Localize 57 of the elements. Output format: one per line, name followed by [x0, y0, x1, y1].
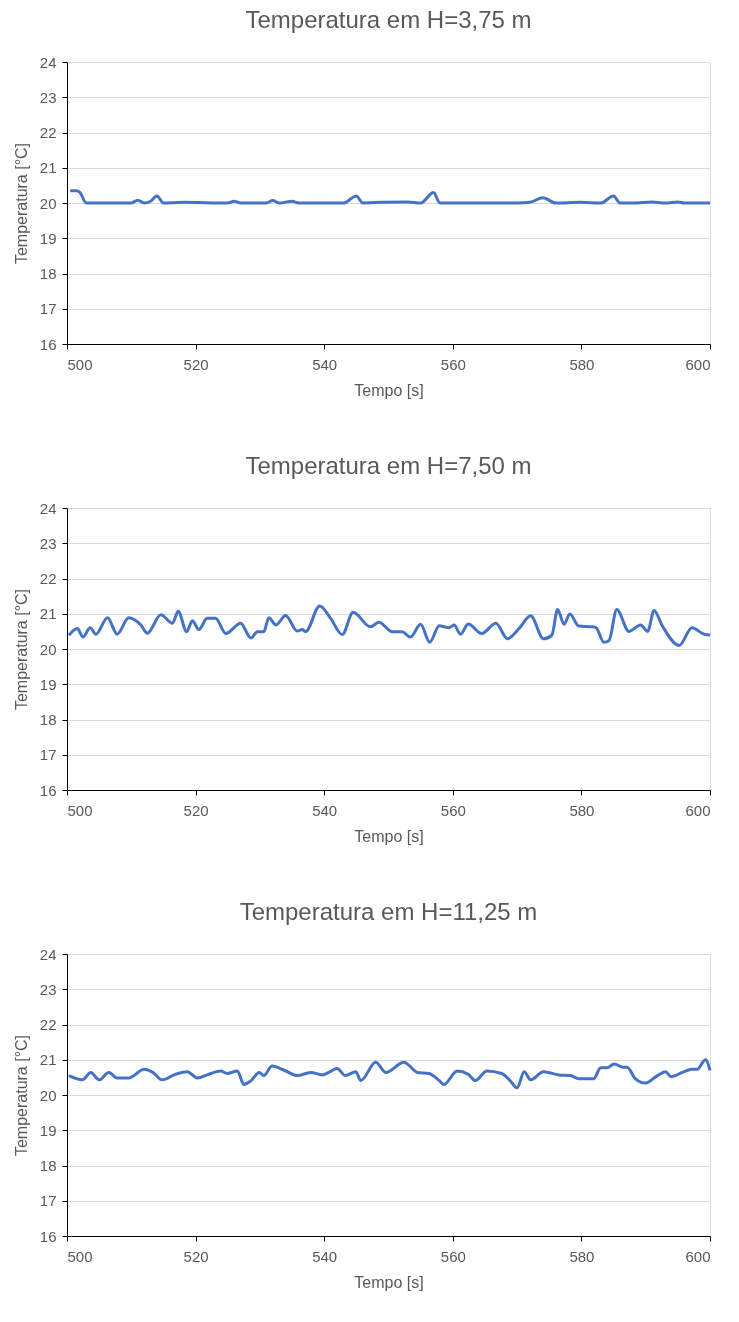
x-tick-label: 580 — [569, 1247, 595, 1265]
y-tick-label: 16 — [39, 781, 57, 799]
y-tick-label: 21 — [39, 159, 57, 177]
x-tick-label: 560 — [440, 1247, 466, 1265]
x-tick-label: 500 — [67, 355, 93, 373]
x-axis-title: Tempo [s] — [354, 381, 424, 399]
x-axis-title: Tempo [s] — [354, 827, 424, 845]
y-tick-label: 21 — [39, 1051, 57, 1069]
x-axis-title: Tempo [s] — [354, 1273, 424, 1291]
x-tick-label: 500 — [67, 1247, 93, 1265]
y-tick-label: 18 — [39, 265, 57, 282]
x-tick-label: 560 — [440, 801, 466, 819]
y-tick-label: 19 — [39, 1121, 57, 1139]
y-axis-title: Temperatura [°C] — [12, 588, 30, 711]
x-tick-label: 500 — [67, 801, 93, 819]
x-tick-label: 540 — [312, 1247, 338, 1265]
chart-title: Temperatura em H=3,75 m — [245, 6, 532, 33]
y-tick-label: 24 — [39, 499, 57, 517]
y-tick-label: 17 — [39, 746, 57, 764]
y-tick-label: 17 — [39, 300, 57, 318]
y-tick-label: 19 — [39, 229, 57, 247]
line-series — [68, 189, 712, 205]
x-tick-label: 580 — [569, 801, 595, 819]
x-tick-label: 520 — [183, 1247, 209, 1265]
y-tick-label: 21 — [39, 605, 57, 623]
y-tick-label: 16 — [39, 335, 57, 353]
y-axis-title: Temperatura [°C] — [12, 1034, 30, 1157]
x-tick-label: 580 — [569, 355, 595, 373]
x-tick-label: 520 — [183, 801, 209, 819]
x-tick-label: 600 — [685, 355, 711, 373]
x-tick-label: 600 — [685, 801, 711, 819]
y-tick-label: 18 — [39, 711, 57, 728]
y-tick-label: 22 — [39, 570, 57, 587]
y-tick-label: 23 — [39, 534, 57, 552]
y-axis-title: Temperatura [°C] — [12, 142, 30, 265]
y-tick-label: 23 — [39, 88, 57, 106]
y-tick-label: 17 — [39, 1192, 57, 1210]
y-tick-label: 24 — [39, 53, 57, 71]
x-tick-label: 520 — [183, 355, 209, 373]
y-tick-label: 20 — [39, 1086, 57, 1104]
line-series — [67, 1058, 712, 1090]
x-tick-label: 540 — [312, 355, 338, 373]
x-tick-label: 540 — [312, 801, 338, 819]
chart-title: Temperatura em H=7,50 m — [245, 452, 532, 479]
x-tick-label: 600 — [685, 1247, 711, 1265]
y-tick-label: 23 — [39, 980, 57, 998]
y-tick-label: 20 — [39, 640, 57, 658]
y-tick-label: 24 — [39, 945, 57, 963]
y-tick-label: 22 — [39, 1016, 57, 1033]
chart-title: Temperatura em H=11,25 m — [239, 898, 538, 925]
y-tick-label: 19 — [39, 675, 57, 693]
y-tick-label: 16 — [39, 1227, 57, 1245]
y-tick-label: 22 — [39, 124, 57, 141]
line-series — [67, 604, 712, 647]
x-tick-label: 560 — [440, 355, 466, 373]
y-tick-label: 20 — [39, 194, 57, 212]
y-tick-label: 18 — [39, 1157, 57, 1174]
